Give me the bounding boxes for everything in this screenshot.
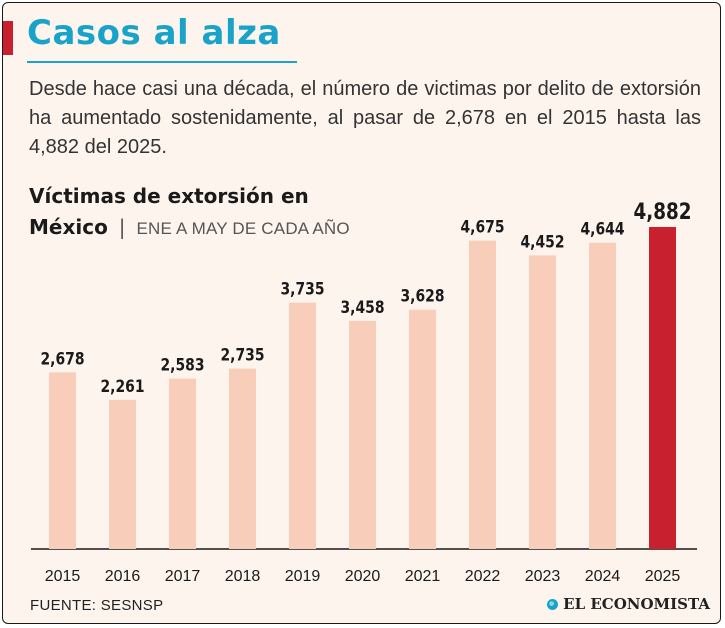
x-tick-2024: 2024 <box>585 568 621 585</box>
source-note: FUENTE: SESNSP <box>30 597 164 614</box>
bar-2020 <box>349 320 376 549</box>
chart-title-line2: México <box>29 215 108 239</box>
bar-2021 <box>409 309 436 549</box>
subtitle: Desde hace casi una década, el número de… <box>29 78 701 158</box>
title-underline <box>27 61 297 63</box>
bar-chart: 2,678 2015 2,261 2016 2,583 2017 2,735 2018 3,73… <box>31 200 697 585</box>
value-label-2020: 3,458 <box>341 298 385 318</box>
x-tick-2022: 2022 <box>465 568 501 585</box>
chart-title: Víctimas de extorsión en México | ENE A … <box>29 181 350 244</box>
value-label-2017: 2,583 <box>161 356 205 376</box>
value-label-2022: 4,675 <box>461 218 505 238</box>
x-tick-2023: 2023 <box>525 568 561 585</box>
bar-2024 <box>589 242 616 549</box>
x-tick-2016: 2016 <box>105 568 141 585</box>
value-label-2021: 3,628 <box>401 287 445 307</box>
value-label-2015: 2,678 <box>41 349 85 369</box>
x-tick-2025: 2025 <box>645 568 681 585</box>
value-label-2023: 4,452 <box>521 232 565 252</box>
bar-2025 <box>649 227 676 549</box>
brand-logo: EL ECONOMISTA <box>547 595 710 613</box>
bar-2016 <box>109 399 136 549</box>
value-label-2019: 3,735 <box>281 280 325 300</box>
x-tick-2018: 2018 <box>225 568 261 585</box>
bar-2022 <box>469 240 496 549</box>
chart-title-separator: | <box>118 215 126 239</box>
bar-2019 <box>289 302 316 549</box>
bar-2017 <box>169 378 196 549</box>
bar-2023 <box>529 255 556 549</box>
brand-name: EL ECONOMISTA <box>563 595 710 613</box>
value-label-2024: 4,644 <box>581 220 625 240</box>
page-title: Casos al alza <box>27 13 281 53</box>
accent-bar <box>3 21 13 55</box>
globe-icon <box>547 598 559 610</box>
value-label-2025: 4,882 <box>634 200 692 225</box>
x-tick-2017: 2017 <box>165 568 201 585</box>
x-tick-2019: 2019 <box>285 568 321 585</box>
chart-period: ENE A MAY DE CADA AÑO <box>136 219 350 238</box>
bar-2015 <box>49 372 76 549</box>
x-tick-2020: 2020 <box>345 568 381 585</box>
chart-title-line1: Víctimas de extorsión en <box>29 184 309 208</box>
value-label-2016: 2,261 <box>101 377 145 397</box>
x-tick-2021: 2021 <box>405 568 441 585</box>
value-label-2018: 2,735 <box>221 346 265 366</box>
bar-2018 <box>229 368 256 549</box>
x-tick-2015: 2015 <box>45 568 81 585</box>
